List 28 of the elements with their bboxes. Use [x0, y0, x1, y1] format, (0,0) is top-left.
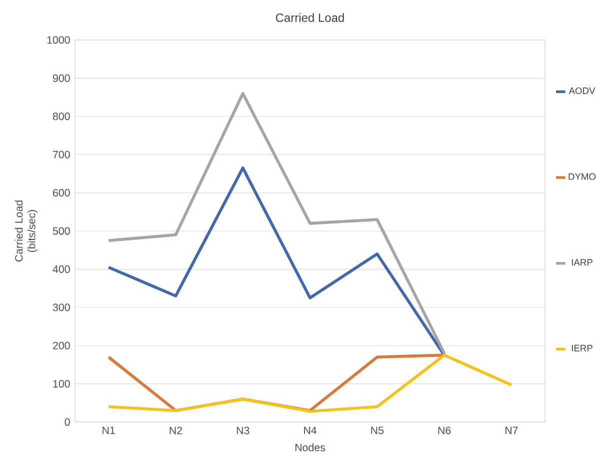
- y-tick-label: 700: [53, 150, 70, 158]
- y-tick-label: 600: [53, 189, 70, 197]
- y-tick-label: 500: [52, 227, 70, 235]
- y-tick-label: 1000: [47, 36, 70, 44]
- legend-label: AODV: [568, 87, 596, 94]
- y-tick-label: 800: [52, 112, 70, 120]
- x-tick-label: N3: [236, 426, 250, 434]
- x-tick-label: N5: [371, 426, 384, 434]
- chart-title: Carried Load: [276, 13, 344, 22]
- line-series: [107, 92, 446, 355]
- y-tick-label: 0: [64, 418, 70, 426]
- x-tick-label: N6: [438, 426, 451, 434]
- line-series: [107, 354, 513, 413]
- x-axis-title: Nodes: [295, 443, 326, 452]
- y-axis-title: Carried Load (bits/sec): [14, 200, 38, 262]
- legend-label: IERP: [572, 344, 592, 352]
- y-tick-label: 200: [53, 342, 70, 350]
- y-tick-label: 400: [52, 265, 70, 273]
- legend-label: IARP: [572, 259, 592, 266]
- x-tick-label: N2: [170, 426, 182, 434]
- x-tick-label: N1: [102, 426, 115, 434]
- y-tick-label: 300: [52, 304, 70, 312]
- line-series: [107, 166, 446, 357]
- legend-label: DYMO: [568, 173, 596, 180]
- y-tick-label: 100: [53, 380, 70, 388]
- x-tick-label: N4: [304, 426, 317, 434]
- x-tick-label: N7: [505, 426, 518, 434]
- y-tick-label: 900: [52, 74, 70, 82]
